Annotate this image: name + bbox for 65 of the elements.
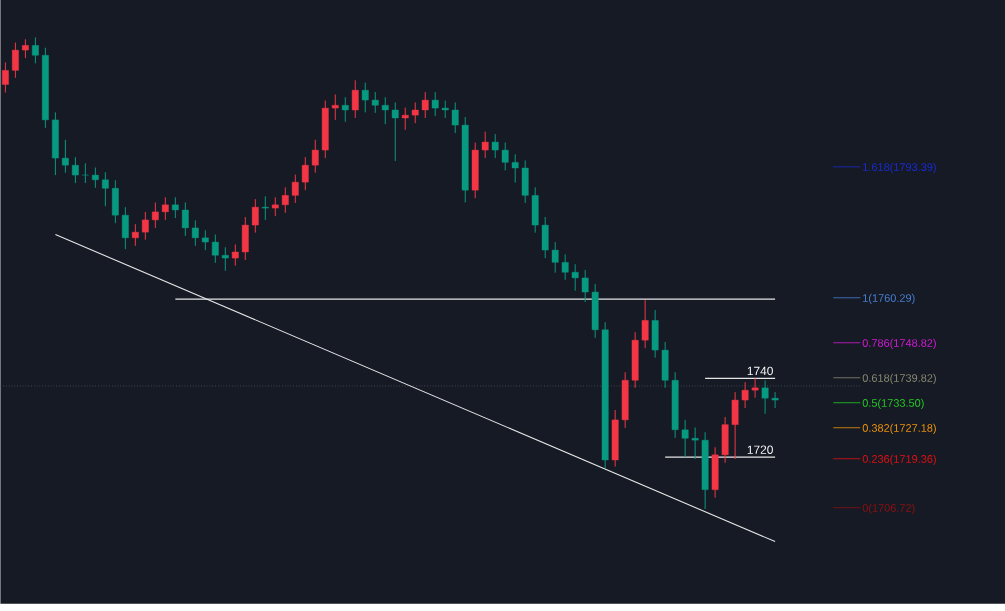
candlestick: [481, 131, 489, 159]
candlestick: [171, 196, 179, 219]
candlestick: [201, 229, 209, 251]
candlestick: [761, 379, 769, 415]
candlestick: [411, 102, 419, 124]
text: 1(1760.29): [863, 294, 915, 305]
candlestick: [501, 142, 509, 172]
candlestick: [551, 241, 559, 274]
candlestick: [231, 244, 239, 267]
candlestick: [131, 223, 139, 247]
candlestick: [281, 187, 289, 214]
candlestick: [371, 91, 379, 114]
candlestick: [31, 37, 39, 64]
text: 0(1706.72): [862, 503, 915, 515]
candlestick: [251, 198, 259, 234]
candlestick: [221, 246, 229, 272]
candlestick: [431, 91, 439, 117]
candlestick: [381, 96, 389, 125]
candlestick: [391, 102, 399, 162]
candlestick: [161, 196, 169, 221]
candlestick: [101, 171, 109, 207]
text: 1.618(1793.39): [863, 163, 936, 174]
candlestick: [491, 133, 499, 159]
candlestick: [331, 94, 339, 121]
text: 0.5(1733.50): [862, 398, 924, 410]
candlestick: [771, 391, 779, 409]
candlestick: [2, 62, 9, 94]
candlestick: [181, 202, 189, 237]
candlestick: [91, 167, 99, 189]
candlestick: [311, 139, 319, 174]
text: 0.618(1739.82): [862, 374, 936, 385]
candlestick: [421, 91, 429, 119]
candlestick: [511, 153, 519, 184]
candlestick: [121, 206, 129, 250]
candlestick: [681, 419, 689, 458]
candlestick: [301, 156, 309, 191]
candlestick: [401, 107, 409, 131]
candlestick: [81, 162, 89, 184]
candlestick: [361, 82, 369, 114]
candlestick: [581, 269, 589, 303]
candlestick: [22, 38, 29, 59]
candlestick: [191, 220, 199, 247]
candlestick: [751, 378, 759, 399]
candlestick: [151, 202, 159, 229]
candlestick: [561, 253, 569, 281]
candlestick: [12, 42, 19, 79]
candlestick: [271, 196, 279, 217]
text: 0.786(1748.82): [862, 339, 936, 350]
text: 0.382(1727.18): [862, 423, 936, 435]
candlestick: [451, 102, 459, 134]
candlestick: [641, 299, 649, 349]
candlestick: [571, 263, 579, 292]
candlestick: [691, 427, 699, 460]
candlestick: [341, 96, 349, 123]
candlestick: [211, 234, 219, 264]
annotation: 1720: [747, 445, 773, 455]
candlestick: [61, 139, 69, 174]
annotation: 1740: [747, 366, 773, 376]
candlestick: [141, 211, 149, 241]
candlestick: [261, 195, 269, 221]
candlestick: [351, 79, 359, 119]
text: 0.236(1719.36): [862, 454, 936, 466]
candlestick: [71, 156, 79, 184]
candlestick: [291, 174, 299, 204]
candlestick: [741, 381, 749, 409]
